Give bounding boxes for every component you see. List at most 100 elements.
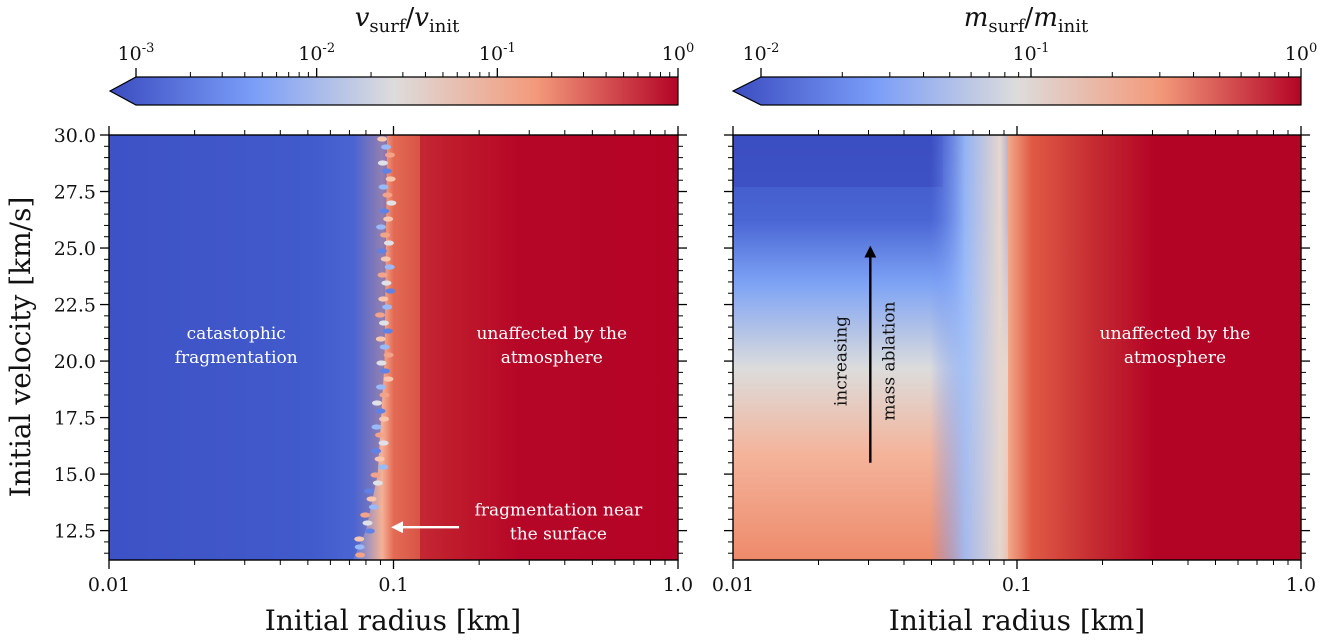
- y-tick-label: 27.5: [54, 182, 96, 204]
- annotation-text: unaffected by the: [476, 324, 627, 344]
- boundary-speckle: [372, 400, 383, 406]
- boundary-speckle: [385, 176, 396, 182]
- boundary-speckle: [382, 304, 393, 310]
- y-axis-title: Initial velocity [km/s]: [4, 197, 37, 498]
- boundary-speckle: [378, 320, 389, 326]
- y-tick-label: 22.5: [54, 295, 96, 317]
- boundary-speckle: [371, 424, 382, 430]
- y-tick-label: 17.5: [54, 408, 96, 430]
- boundary-speckle: [383, 352, 394, 358]
- boundary-speckle: [379, 344, 390, 350]
- boundary-speckle: [382, 192, 393, 198]
- boundary-speckle: [386, 200, 397, 206]
- heatmap-right-top-band: [733, 135, 943, 187]
- colorbar-left-bar: [108, 76, 679, 106]
- boundary-speckle: [370, 472, 381, 478]
- boundary-speckle: [368, 504, 379, 510]
- boundary-speckle: [375, 312, 386, 318]
- annotation-text: catastophic: [187, 324, 286, 344]
- colorbar-tick-label: 10-2: [743, 41, 780, 65]
- boundary-speckle: [355, 552, 366, 558]
- y-tick-label: 20.0: [54, 351, 96, 373]
- boundary-speckle: [381, 144, 392, 150]
- x-tick-label: 0.1: [378, 574, 408, 596]
- heatmap-right-red-zone: [1008, 135, 1301, 560]
- boundary-speckle: [379, 368, 390, 374]
- colorbar-tick-label: 10-2: [298, 41, 335, 65]
- boundary-speckle: [371, 448, 382, 454]
- x-axis-title-right: Initial radius [km]: [889, 604, 1145, 637]
- boundary-speckle: [377, 160, 388, 166]
- boundary-speckle: [377, 136, 388, 142]
- annotation-text: mass ablation: [879, 301, 899, 420]
- x-tick-label: 1.0: [663, 574, 693, 596]
- heatmap-panel-right: 0.01 0.1 1.0 unaffected by the atmosphere in…: [712, 126, 1316, 596]
- colorbar-left: 10-3 10-2 10-1 100: [108, 41, 694, 106]
- colorbar-tick-label: 100: [662, 41, 694, 65]
- annotation-text: atmosphere: [501, 348, 603, 368]
- boundary-speckle: [364, 488, 375, 494]
- boundary-speckle: [379, 416, 390, 422]
- boundary-speckle: [364, 528, 375, 534]
- y-tick-label: 15.0: [54, 464, 96, 486]
- boundary-speckle: [378, 440, 389, 446]
- annotation-text: fragmentation near: [475, 500, 644, 520]
- boundary-speckle: [378, 184, 389, 190]
- y-tick-label: 30.0: [54, 125, 96, 147]
- boundary-speckle: [380, 256, 391, 262]
- boundary-speckle: [383, 240, 394, 246]
- boundary-speckle: [380, 232, 391, 238]
- boundary-speckle: [375, 432, 386, 438]
- x-tick-label: 0.1: [1002, 574, 1032, 596]
- boundary-speckle: [374, 456, 385, 462]
- boundary-speckle: [383, 216, 394, 222]
- boundary-speckle: [381, 168, 392, 174]
- x-axis-title-left: Initial radius [km]: [265, 604, 521, 637]
- boundary-speckle: [384, 152, 395, 158]
- boundary-speckle: [376, 360, 387, 366]
- boundary-speckle: [375, 384, 386, 390]
- annotation-text: atmosphere: [1124, 348, 1226, 368]
- boundary-speckle: [376, 248, 387, 254]
- boundary-speckle: [372, 480, 383, 486]
- colorbar-tick-label: 10-3: [118, 41, 155, 65]
- boundary-speckle: [377, 272, 388, 278]
- boundary-speckle: [378, 296, 389, 302]
- boundary-speckle: [366, 496, 377, 502]
- boundary-speckle: [362, 520, 373, 526]
- heatmap-left-red-zone: [420, 135, 678, 560]
- y-tick-label: 12.5: [54, 521, 96, 543]
- colorbar-title-left: vsurf/vinit: [355, 3, 460, 37]
- boundary-speckle: [385, 288, 396, 294]
- colorbar-right-bar: [731, 76, 1302, 106]
- boundary-speckle: [383, 376, 394, 382]
- colorbar-right: 10-2 10-1 100: [731, 41, 1317, 106]
- y-tick-label: 25.0: [54, 238, 96, 260]
- boundary-speckle: [379, 392, 390, 398]
- colorbar-tick-label: 100: [1285, 41, 1317, 65]
- boundary-speckle: [354, 544, 365, 550]
- annotation-text: unaffected by the: [1100, 324, 1251, 344]
- boundary-speckle: [375, 336, 386, 342]
- boundary-speckle: [379, 208, 390, 214]
- boundary-speckle: [378, 464, 389, 470]
- x-tick-label: 0.01: [88, 574, 130, 596]
- boundary-speckle: [360, 512, 371, 518]
- boundary-speckle: [381, 280, 392, 286]
- x-tick-label: 0.01: [712, 574, 754, 596]
- boundary-speckle: [375, 408, 386, 414]
- boundary-speckle: [384, 264, 395, 270]
- x-tick-label: 1.0: [1286, 574, 1316, 596]
- boundary-speckle: [354, 536, 365, 542]
- colorbar-title-right: msurf/minit: [964, 3, 1089, 37]
- fragmentation-region: [109, 135, 388, 560]
- colorbar-tick-label: 10-1: [1013, 41, 1050, 65]
- annotation-text: the surface: [510, 524, 607, 544]
- colorbar-tick-label: 10-1: [479, 41, 516, 65]
- boundary-speckle: [376, 224, 387, 230]
- annotation-text: fragmentation: [175, 348, 298, 368]
- annotation-text: increasing: [831, 316, 851, 406]
- heatmap-panel-left: 0.01 0.1 1.0 12.5 15.0 17.5 20.0 22.5 25.0 27.5 30…: [54, 125, 693, 596]
- boundary-speckle: [382, 328, 393, 334]
